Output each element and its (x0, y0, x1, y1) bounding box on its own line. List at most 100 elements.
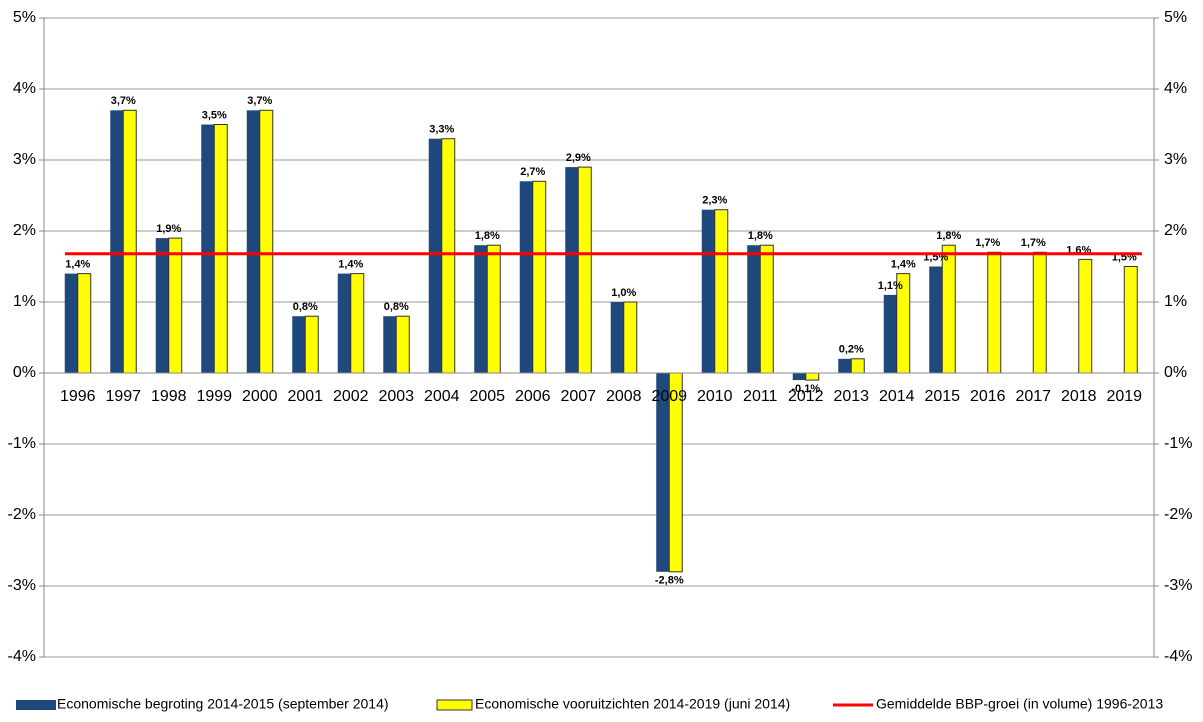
bar (805, 372, 820, 381)
bar (577, 166, 592, 374)
bar (383, 316, 397, 373)
y2-tick-label: -4% (1164, 648, 1192, 665)
bar (565, 167, 579, 373)
legend-swatch (16, 700, 56, 710)
bar (747, 245, 761, 373)
x-tick-label: 2015 (924, 388, 960, 405)
legend-swatch (436, 699, 473, 711)
bar (519, 181, 533, 373)
value-label: 1,4% (338, 259, 363, 271)
value-label: 1,7% (1021, 237, 1046, 249)
bar (610, 302, 624, 373)
value-label: -0,1% (791, 383, 820, 395)
y-tick-label: -2% (8, 506, 36, 523)
value-label: 1,7% (975, 237, 1000, 249)
x-tick-label: 2018 (1061, 388, 1097, 405)
bar (941, 244, 956, 374)
x-tick-label: 1996 (60, 388, 96, 405)
x-tick-label: 1999 (196, 388, 232, 405)
bar (929, 266, 943, 373)
y2-tick-label: 0% (1164, 364, 1187, 381)
bar (838, 358, 852, 373)
bar (259, 109, 274, 374)
value-label: 1,4% (891, 259, 916, 271)
value-label: 2,9% (566, 152, 591, 164)
bar (110, 110, 124, 374)
value-label: 2,7% (520, 166, 545, 178)
x-tick-label: 2017 (1015, 388, 1051, 405)
value-label: 0,2% (839, 344, 864, 356)
bar (474, 245, 488, 373)
y-tick-label: 0% (13, 364, 36, 381)
y2-tick-label: -1% (1164, 435, 1192, 452)
bar (77, 273, 92, 374)
bar (1032, 251, 1047, 374)
bar (532, 180, 547, 374)
x-tick-label: 2000 (242, 388, 278, 405)
bar (428, 138, 442, 373)
bar (1078, 258, 1093, 374)
y-tick-label: 2% (13, 222, 36, 239)
y-tick-label: -3% (8, 577, 36, 594)
value-label: 3,7% (247, 95, 272, 107)
y2-tick-label: -3% (1164, 577, 1192, 594)
x-tick-label: 2019 (1106, 388, 1142, 405)
bar (850, 358, 865, 374)
bar (759, 244, 774, 374)
value-label: 3,3% (429, 124, 454, 136)
x-tick-label: 2012 (788, 388, 824, 405)
bar (714, 209, 729, 374)
legend-label: Economische begroting 2014-2015 (septemb… (57, 696, 389, 712)
x-tick-label: 2003 (378, 388, 414, 405)
legend-label: Gemiddelde BBP-groei (in volume) 1996-20… (876, 696, 1163, 712)
bar (792, 373, 806, 381)
y-tick-label: 1% (13, 293, 36, 310)
x-tick-label: 2011 (743, 388, 778, 405)
x-tick-label: 1997 (105, 388, 141, 405)
value-label: 1,4% (65, 259, 90, 271)
x-tick-label: 2007 (560, 388, 596, 405)
bar (395, 315, 410, 374)
x-tick-label: 2016 (970, 388, 1006, 405)
bar (292, 316, 306, 373)
bar (246, 110, 260, 374)
value-label: 0,8% (384, 301, 409, 313)
bar (623, 301, 638, 374)
legend-label: Economische vooruitzichten 2014-2019 (ju… (475, 696, 790, 712)
x-tick-label: 2008 (606, 388, 642, 405)
bar (213, 124, 228, 374)
y-tick-label: 5% (13, 9, 36, 26)
x-tick-label: 2006 (515, 388, 551, 405)
bar (122, 109, 137, 374)
y2-tick-label: -2% (1164, 506, 1192, 523)
y2-tick-label: 5% (1164, 9, 1187, 26)
x-tick-label: 2005 (469, 388, 505, 405)
y-tick-label: 4% (13, 80, 36, 97)
value-label: 1,8% (748, 230, 773, 242)
y-tick-label: 3% (13, 151, 36, 168)
bar (486, 244, 501, 374)
x-tick-label: 2013 (833, 388, 869, 405)
y2-tick-label: 3% (1164, 151, 1187, 168)
x-tick-label: 2009 (651, 388, 687, 405)
x-tick-label: 2004 (424, 388, 460, 405)
value-label: 3,7% (111, 95, 136, 107)
bar (155, 238, 169, 373)
bar (304, 315, 319, 374)
value-label: 1,8% (475, 230, 500, 242)
bar (883, 294, 897, 373)
x-tick-label: 2010 (697, 388, 733, 405)
value-label: 1,8% (936, 230, 961, 242)
value-label: 1,9% (156, 223, 181, 235)
y-tick-label: -4% (8, 648, 36, 665)
value-label: 1,1% (878, 280, 903, 292)
bar (64, 273, 78, 373)
value-label: 2,3% (702, 195, 727, 207)
x-tick-label: 1998 (151, 388, 187, 405)
x-tick-label: 2014 (879, 388, 915, 405)
y2-tick-label: 2% (1164, 222, 1187, 239)
bar (337, 273, 351, 373)
value-label: -2,8% (655, 575, 684, 587)
bar (1123, 266, 1138, 374)
